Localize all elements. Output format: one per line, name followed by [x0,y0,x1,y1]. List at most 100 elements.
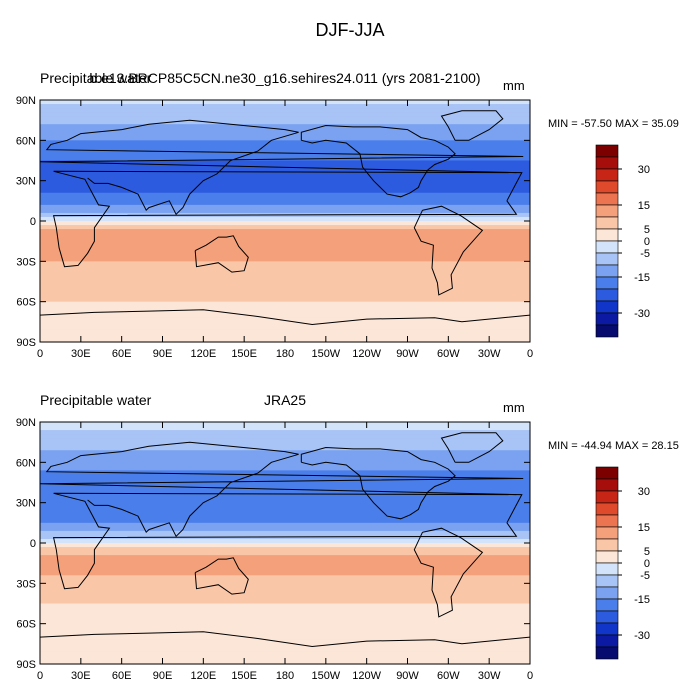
y-tick-label: 0 [30,538,36,550]
contour-band [40,454,530,459]
coastline [300,446,456,520]
panel-units-label: mm [503,78,525,93]
contour-band [40,309,530,315]
contour-band [40,329,530,335]
contour-band [40,273,530,279]
contour-band [40,510,530,516]
coastline [440,110,504,141]
x-tick-label: 120E [190,348,216,360]
x-tick-label: 180 [276,670,294,682]
colorbar-box [595,610,619,624]
contour-band [40,430,530,435]
contour-band [40,160,530,166]
contour-band [40,225,530,230]
contour-band [40,120,530,125]
colorbar-label: -30 [634,308,650,320]
colorbar-box [595,490,619,504]
contour-band [40,490,530,496]
contour-band [40,233,530,238]
contour-band [40,184,530,190]
contour-band [40,237,530,242]
figure-title: DJF-JJA [315,20,385,40]
contour-band [40,148,530,154]
contour-band [40,563,530,568]
x-tick-label: 90E [153,670,173,682]
contour-band [40,575,530,580]
coastline [300,124,456,198]
contour-band [40,426,530,431]
contour-band [40,603,530,609]
contour-band [40,265,530,270]
panel-center-label: b.e13.BRCP85C5CN.ne30_g16.sehires24.011 … [89,70,481,86]
panel-center-label: JRA25 [263,392,307,408]
x-tick-label: 90E [153,348,173,360]
x-tick-label: 120W [352,670,381,682]
contour-band [40,188,530,194]
contour-band [40,530,530,536]
contour-band [40,526,530,532]
contour-band [40,321,530,327]
contour-band [40,124,530,129]
colorbar-box [595,586,619,600]
contour-band [40,200,530,206]
contour-band [40,647,530,653]
colorbar-box [595,646,619,660]
x-tick-label: 180 [276,348,294,360]
contour-band [40,172,530,178]
x-tick-label: 150W [311,670,340,682]
contour-band [40,269,530,275]
coastline [194,235,249,273]
contour-band [40,438,530,443]
contour-band [40,168,530,174]
contour-band [40,301,530,307]
contour-band [40,462,530,467]
contour-band [40,538,530,544]
y-tick-label: 60S [16,297,36,309]
contour-band [40,591,530,597]
coastline [440,432,504,463]
contour-band [40,281,530,287]
y-tick-label: 90N [16,417,36,429]
coastlines [39,110,531,326]
contour-band [40,180,530,186]
contour-band [40,116,530,121]
coastline [52,170,523,268]
colorbar-label: 5 [644,546,650,558]
contour-band [40,619,530,625]
contour-band [40,547,530,552]
colorbar-label: -5 [640,570,650,582]
contour-band [40,583,530,588]
y-tick-label: 90S [16,337,36,349]
contour-band [40,631,530,637]
x-tick-label: 150E [231,348,257,360]
contour-band [40,494,530,500]
colorbar-label: -15 [634,594,650,606]
contour-band [40,551,530,556]
colorbar-box [595,502,619,516]
contour-band [40,522,530,528]
contour-band [40,285,530,291]
x-tick-label: 90W [396,348,419,360]
colorbar-box [595,538,619,552]
coastline [39,441,524,538]
contour-band [40,313,530,319]
contour-band [40,305,530,311]
contour-band [40,136,530,141]
contour-band [40,104,530,109]
colorbar-label: 30 [638,164,650,176]
colorbar-label: 5 [644,224,650,236]
contour-band [40,112,530,117]
map-panel-1: Precipitable water b.e13.BRCP85C5CN.ne30… [0,70,700,360]
contour-band [40,277,530,283]
contour-band [40,164,530,170]
x-tick-label: 120E [190,670,216,682]
x-tick-label: 60E [112,348,132,360]
contour-band [40,587,530,592]
x-tick-label: 150W [311,348,340,360]
contour-band [40,446,530,451]
y-tick-label: 90N [16,95,36,107]
contour-band [40,599,530,605]
contour-band [40,257,530,262]
coastline [413,205,484,296]
colorbar-box [595,526,619,540]
